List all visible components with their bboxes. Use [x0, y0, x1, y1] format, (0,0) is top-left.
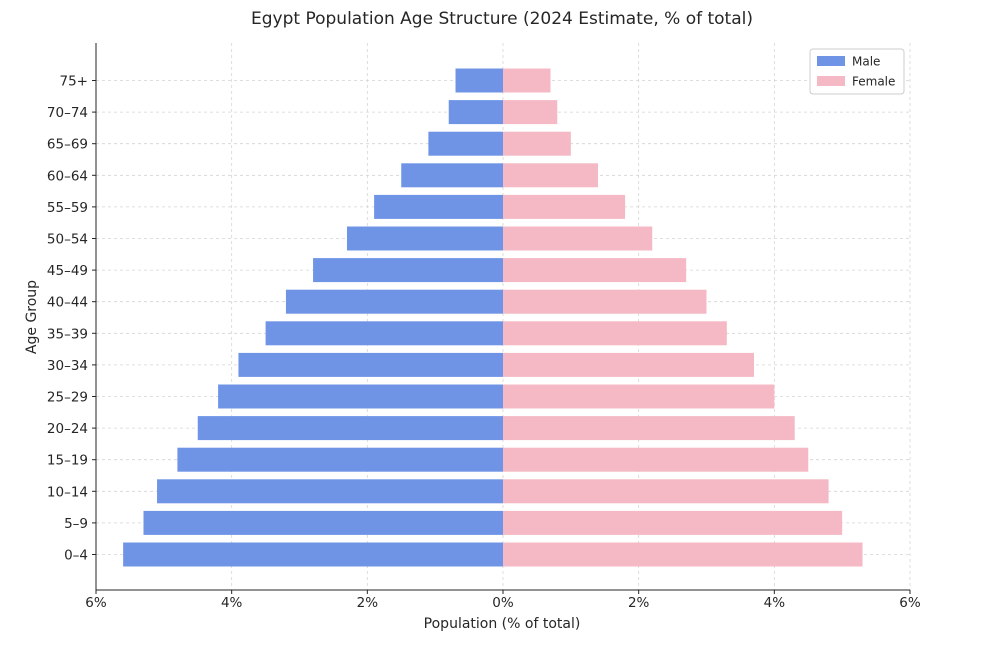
y-tick-label: 10–14: [47, 484, 88, 500]
legend-swatch-female: [817, 76, 845, 86]
bar-male-1: [143, 510, 503, 535]
y-tick-label: 35–39: [47, 326, 88, 342]
y-tick-label: 65–69: [47, 137, 88, 153]
legend-label-female: Female: [852, 75, 895, 89]
legend-label-male: Male: [852, 55, 880, 69]
x-tick-label: 4%: [764, 595, 786, 611]
bar-female-9: [503, 258, 687, 283]
axes-group: [92, 43, 911, 594]
bar-male-3: [177, 447, 503, 472]
x-tick-label: 0%: [492, 595, 514, 611]
bar-female-2: [503, 479, 829, 504]
bar-female-12: [503, 163, 598, 188]
bar-male-12: [401, 163, 503, 188]
bar-male-14: [448, 100, 503, 125]
bar-female-3: [503, 447, 809, 472]
bar-female-4: [503, 416, 795, 441]
bar-male-13: [428, 131, 503, 156]
y-tick-label: 25–29: [47, 390, 88, 406]
bar-female-11: [503, 194, 626, 219]
y-tick-label: 0–4: [64, 548, 88, 564]
x-tick-label: 2%: [357, 595, 379, 611]
y-tick-label: 75+: [60, 74, 89, 90]
bar-male-2: [157, 479, 504, 504]
bar-male-8: [285, 289, 503, 314]
bar-male-7: [265, 321, 503, 346]
bar-female-14: [503, 100, 558, 125]
y-tick-label: 20–24: [47, 421, 88, 437]
bar-male-9: [313, 258, 503, 283]
bar-female-5: [503, 384, 775, 409]
x-tick-label: 6%: [85, 595, 107, 611]
bar-male-4: [197, 416, 503, 441]
grid-lines: [95, 43, 911, 590]
legend: Male Female: [809, 48, 905, 95]
bar-female-1: [503, 510, 843, 535]
bar-male-15: [455, 68, 503, 93]
bar-female-8: [503, 289, 707, 314]
y-tick-label: 40–44: [47, 295, 88, 311]
y-tick-label: 60–64: [47, 168, 88, 184]
x-tick-label: 4%: [221, 595, 243, 611]
bar-female-6: [503, 352, 754, 377]
y-tick-label: 70–74: [47, 105, 88, 121]
y-tick-label: 55–59: [47, 200, 88, 216]
y-tick-label: 5–9: [64, 516, 88, 532]
bar-female-15: [503, 68, 551, 93]
bar-male-10: [346, 226, 503, 251]
bar-female-7: [503, 321, 727, 346]
y-tick-label: 45–49: [47, 263, 88, 279]
bar-male-5: [218, 384, 503, 409]
x-tick-label: 6%: [899, 595, 921, 611]
chart-title: Egypt Population Age Structure (2024 Est…: [251, 9, 753, 29]
bar-female-0: [503, 542, 863, 567]
x-tick-label: 2%: [628, 595, 650, 611]
legend-swatch-male: [817, 56, 845, 66]
bar-female-13: [503, 131, 571, 156]
bar-male-6: [238, 352, 503, 377]
bars-group: [123, 68, 863, 567]
y-tick-label: 15–19: [47, 453, 88, 469]
y-axis-label: Age Group: [24, 280, 40, 354]
bar-female-10: [503, 226, 653, 251]
tick-labels-group: 6% 4% 2% 0% 2% 4% 6% 0–4 5–9 10–14 15–19 20–24 25–29…: [47, 74, 921, 612]
y-tick-label: 30–34: [47, 358, 88, 374]
bar-male-11: [374, 194, 503, 219]
bar-male-0: [123, 542, 503, 567]
x-axis-label: Population (% of total): [424, 616, 581, 632]
y-tick-label: 50–54: [47, 232, 88, 248]
